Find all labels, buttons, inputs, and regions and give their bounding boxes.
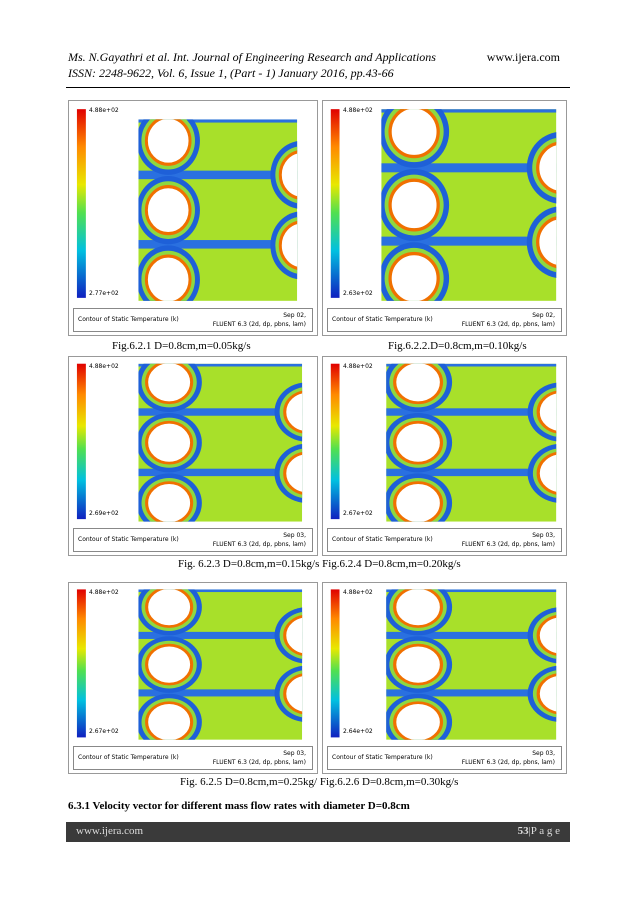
- software: FLUENT 6.3 (2d, dp, pbns, lam): [461, 321, 555, 328]
- date: Sep 02,: [283, 312, 306, 319]
- date: Sep 03,: [532, 750, 555, 757]
- figure: 4.88e+02 2.67e+02 Contour of Static Temp…: [322, 356, 567, 556]
- contour-plot: [76, 109, 298, 301]
- software: FLUENT 6.3 (2d, dp, pbns, lam): [212, 541, 306, 548]
- date: Sep 02,: [532, 312, 555, 319]
- min-label: 2.64e+02: [343, 728, 373, 735]
- footer-bar: www.ijera.com 53|P a g e: [66, 822, 570, 842]
- footer-website: www.ijera.com: [76, 825, 144, 837]
- max-label: 4.88e+02: [89, 589, 119, 596]
- min-label: 2.63e+02: [343, 290, 373, 297]
- header-issn: ISSN: 2248-9622, Vol. 6, Issue 1, (Part …: [68, 66, 394, 80]
- contour-plot: [76, 589, 303, 740]
- figure: 4.88e+02 2.77e+02 Contour of Static Temp…: [68, 100, 318, 336]
- page-number: 53: [517, 825, 529, 837]
- date: Sep 03,: [283, 532, 306, 539]
- contour-plot: [330, 589, 557, 740]
- max-label: 4.88e+02: [343, 363, 373, 370]
- legend-title: Contour of Static Temperature (k): [78, 536, 179, 543]
- figure: 4.88e+02 2.67e+02 Contour of Static Temp…: [68, 582, 318, 774]
- figure: 4.88e+02 2.64e+02 Contour of Static Temp…: [322, 582, 567, 774]
- legend-strip: Contour of Static Temperature (k) Sep 02,…: [327, 308, 562, 332]
- legend-title: Contour of Static Temperature (k): [332, 754, 433, 761]
- caption: Fig. 6.2.5 D=0.8cm,m=0.25kg/ Fig.6.2.6 D…: [180, 776, 459, 788]
- contour-plot: [330, 109, 557, 301]
- legend-strip: Contour of Static Temperature (k) Sep 03,…: [73, 528, 313, 552]
- legend-strip: Contour of Static Temperature (k) Sep 03,…: [327, 746, 562, 770]
- min-label: 2.67e+02: [89, 728, 119, 735]
- date: Sep 03,: [532, 532, 555, 539]
- legend-title: Contour of Static Temperature (k): [78, 316, 179, 323]
- contour-plot: [76, 363, 303, 522]
- date: Sep 03,: [283, 750, 306, 757]
- legend-strip: Contour of Static Temperature (k) Sep 02,…: [73, 308, 313, 332]
- max-label: 4.88e+02: [89, 107, 119, 114]
- legend-strip: Contour of Static Temperature (k) Sep 03,…: [73, 746, 313, 770]
- header-authors: Ms. N.Gayathri et al. Int. Journal of En…: [68, 50, 436, 64]
- section-heading: 6.3.1 Velocity vector for different mass…: [68, 800, 410, 812]
- header-rule: [66, 87, 570, 88]
- software: FLUENT 6.3 (2d, dp, pbns, lam): [212, 321, 306, 328]
- min-label: 2.77e+02: [89, 290, 119, 297]
- contour-plot: [330, 363, 557, 522]
- min-label: 2.67e+02: [343, 510, 373, 517]
- footer-page: 53|P a g e: [518, 825, 560, 837]
- software: FLUENT 6.3 (2d, dp, pbns, lam): [461, 541, 555, 548]
- max-label: 4.88e+02: [343, 589, 373, 596]
- legend-title: Contour of Static Temperature (k): [332, 316, 433, 323]
- figure: 4.88e+02 2.63e+02 Contour of Static Temp…: [322, 100, 567, 336]
- header-website: www.ijera.com: [486, 50, 560, 64]
- software: FLUENT 6.3 (2d, dp, pbns, lam): [461, 759, 555, 766]
- legend-title: Contour of Static Temperature (k): [78, 754, 179, 761]
- caption: Fig.6.2.2.D=0.8cm,m=0.10kg/s: [388, 340, 527, 352]
- legend-strip: Contour of Static Temperature (k) Sep 03,…: [327, 528, 562, 552]
- software: FLUENT 6.3 (2d, dp, pbns, lam): [212, 759, 306, 766]
- figure: 4.88e+02 2.69e+02 Contour of Static Temp…: [68, 356, 318, 556]
- max-label: 4.88e+02: [89, 363, 119, 370]
- min-label: 2.69e+02: [89, 510, 119, 517]
- caption: Fig.6.2.1 D=0.8cm,m=0.05kg/s: [112, 340, 251, 352]
- caption: Fig. 6.2.3 D=0.8cm,m=0.15kg/s Fig.6.2.4 …: [178, 558, 461, 570]
- legend-title: Contour of Static Temperature (k): [332, 536, 433, 543]
- max-label: 4.88e+02: [343, 107, 373, 114]
- page-label: |P a g e: [528, 825, 560, 837]
